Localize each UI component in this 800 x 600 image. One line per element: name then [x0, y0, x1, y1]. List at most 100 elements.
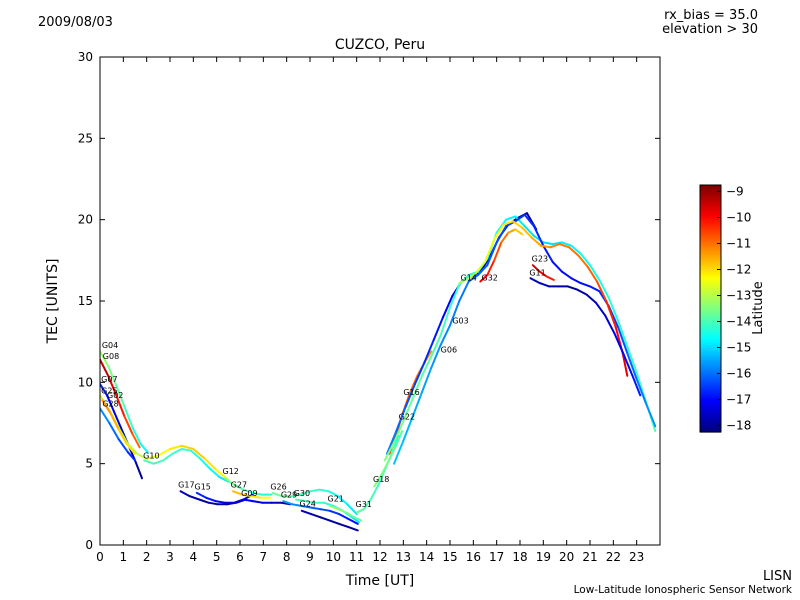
colorbar-gradient: [700, 407, 721, 410]
x-tick-label: 15: [442, 550, 457, 564]
colorbar-gradient: [700, 211, 721, 215]
series-segment: [566, 285, 579, 291]
series-segment: [117, 428, 128, 446]
series-segment: [538, 270, 548, 278]
colorbar-gradient: [700, 302, 721, 305]
series-segment: [157, 448, 171, 457]
series-segment: [318, 488, 330, 493]
series-segment: [337, 495, 349, 506]
series-segment: [542, 241, 554, 246]
series-segment: [598, 278, 610, 299]
colorbar-gradient: [700, 417, 721, 421]
colorbar-gradient: [700, 390, 721, 394]
series-segment: [383, 441, 395, 462]
watermark-network: Low-Latitude Ionospheric Sensor Network: [574, 584, 793, 596]
series-segment: [328, 505, 339, 511]
colorbar-gradient: [700, 386, 721, 390]
x-tick-label: 20: [559, 550, 574, 564]
series-segment: [108, 422, 120, 441]
series-segment: [188, 495, 201, 501]
series-segment: [117, 438, 129, 454]
x-tick-label: 6: [236, 550, 244, 564]
colorbar-tick-label: −12: [726, 263, 751, 277]
colorbar-gradient: [700, 298, 721, 301]
series-segment: [579, 282, 591, 288]
colorbar-gradient: [700, 304, 721, 308]
colorbar-gradient: [700, 308, 721, 312]
colorbar-gradient: [700, 226, 721, 229]
x-tick-label: 16: [466, 550, 481, 564]
colorbar-gradient: [700, 392, 721, 396]
colorbar-gradient: [700, 203, 721, 207]
x-tick-label: 7: [260, 550, 268, 564]
colorbar-gradient: [700, 257, 721, 260]
series-segment: [113, 410, 122, 429]
chart-title: CUZCO, Peru: [335, 37, 425, 53]
series-segment: [558, 243, 570, 249]
colorbar-gradient: [700, 248, 721, 252]
series-segment: [251, 491, 264, 496]
x-tick-label: 14: [419, 550, 434, 564]
colorbar-gradient: [700, 265, 721, 268]
colorbar-gradient: [700, 199, 721, 203]
colorbar-gradient: [700, 289, 721, 293]
colorbar-gradient: [700, 292, 721, 295]
series-segment: [242, 498, 254, 503]
y-tick-label: 15: [78, 294, 93, 308]
colorbar-gradient: [700, 215, 721, 219]
series-label-G18: G18: [373, 475, 389, 484]
colorbar-gradient: [700, 327, 721, 330]
series-label-G29: G29: [281, 490, 297, 499]
series-segment: [347, 526, 359, 532]
colorbar-gradient: [700, 310, 721, 314]
series-label-G03: G03: [452, 316, 468, 325]
colorbar-gradient: [700, 240, 721, 244]
series-G04: [100, 350, 149, 454]
series-segment: [458, 280, 470, 302]
series-segment: [404, 383, 416, 408]
x-tick-label: 13: [396, 550, 411, 564]
series-label-G12: G12: [223, 467, 239, 476]
x-tick-label: 4: [190, 550, 198, 564]
series-segment: [291, 503, 303, 507]
x-tick-label: 5: [213, 550, 221, 564]
series-segment: [179, 490, 191, 498]
series-label-G31: G31: [356, 500, 372, 509]
colorbar-gradient: [700, 207, 721, 211]
colorbar-gradient: [700, 254, 721, 258]
colorbar-gradient: [700, 191, 721, 194]
series-label-G07: G07: [101, 375, 117, 384]
series-segment: [512, 220, 524, 229]
x-tick-label: 23: [629, 550, 644, 564]
series-segment: [635, 378, 647, 405]
colorbar-gradient: [700, 401, 721, 404]
series-label-G23: G23: [532, 255, 548, 264]
series-segment: [617, 326, 629, 355]
series-segment: [486, 241, 498, 267]
series-segment: [136, 452, 148, 460]
series-label-G21: G21: [328, 495, 344, 504]
colorbar-tick-label: −17: [726, 393, 751, 407]
colorbar-gradient: [700, 394, 721, 398]
colorbar: −9 −10 −11 −12 −13 −14 −15 −16 −17 −18: [699, 184, 751, 433]
series-segment: [605, 300, 617, 328]
series-segment: [561, 241, 573, 247]
series-segment: [355, 508, 365, 514]
series-segment: [430, 334, 442, 358]
colorbar-tick-label: −13: [726, 289, 751, 303]
series-segment: [310, 513, 322, 519]
series-G23: [531, 264, 555, 281]
series-segment: [577, 254, 589, 268]
series-segment: [125, 443, 136, 455]
colorbar-gradient: [700, 423, 721, 427]
series-segment: [589, 264, 601, 281]
series-segment: [115, 384, 126, 408]
date-label: 2009/08/03: [38, 15, 113, 30]
series-segment: [507, 228, 517, 234]
series-segment: [241, 493, 253, 498]
series-segment: [169, 444, 183, 450]
series-segment: [139, 443, 149, 454]
colorbar-gradient: [700, 300, 721, 303]
series-segment: [319, 508, 331, 512]
colorbar-gradient: [700, 219, 721, 223]
